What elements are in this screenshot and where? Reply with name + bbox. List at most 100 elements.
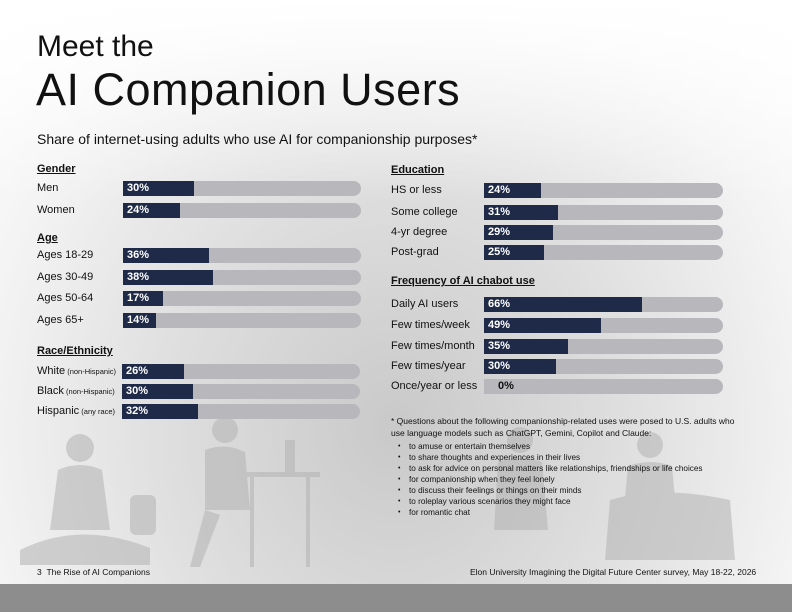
- bar-label-few-times-month: Few times/month: [391, 340, 475, 352]
- footnote-item: to roleplay various scenarios they might…: [398, 496, 703, 507]
- section-heading-frequency-of-ai-chabot-use: Frequency of AI chabot use: [391, 275, 535, 287]
- data-label-ages-65: 14%: [127, 314, 150, 326]
- bar-track-hispanic: 32%: [122, 404, 360, 419]
- footnote-list: to amuse or entertain themselvesto share…: [398, 441, 703, 518]
- footnote-item: to share thoughts and experiences in the…: [398, 452, 703, 463]
- bar-post-grad: [484, 245, 544, 260]
- footer-band: [0, 584, 792, 612]
- category-name: Some college: [391, 206, 458, 218]
- bar-label-ages-30-49: Ages 30-49: [37, 271, 93, 283]
- data-label-hispanic: 32%: [126, 405, 149, 417]
- bar-track-black: 30%: [122, 384, 360, 399]
- bar-white: [122, 364, 184, 379]
- bar-4-yr-degree: [484, 225, 554, 240]
- category-qualifier: (any race): [79, 407, 116, 416]
- data-label-ages-30-49: 38%: [127, 271, 150, 283]
- report-title: The Rise of AI Companions: [46, 567, 150, 577]
- bar-track-hs-or-less: 24%: [484, 183, 723, 198]
- bar-ages-50-64: [123, 291, 164, 306]
- bar-ages-18-29: [123, 248, 209, 263]
- category-name: Once/year or less: [391, 380, 478, 392]
- bar-track-some-college: 31%: [484, 205, 723, 220]
- bar-track-ages-30-49: 38%: [123, 270, 361, 285]
- bar-label-black: Black (non-Hispanic): [37, 385, 115, 397]
- category-name: HS or less: [391, 184, 442, 196]
- data-label-few-times-year: 30%: [488, 360, 511, 372]
- category-name: Ages 50-64: [37, 292, 94, 304]
- bar-hispanic: [122, 404, 199, 419]
- data-label-white: 26%: [126, 365, 149, 377]
- bar-label-daily-ai-users: Daily AI users: [391, 298, 458, 310]
- bar-label-some-college: Some college: [391, 206, 458, 218]
- category-qualifier: (non-Hispanic): [63, 387, 115, 396]
- bar-label-ages-18-29: Ages 18-29: [37, 249, 93, 261]
- bar-label-men: Men: [37, 182, 58, 194]
- bar-label-women: Women: [37, 204, 75, 216]
- bar-track-4-yr-degree: 29%: [484, 225, 723, 240]
- category-name: Men: [37, 182, 59, 194]
- footnote: * Questions about the following companio…: [391, 416, 735, 438]
- footnote-item: to amuse or entertain themselves: [398, 441, 703, 452]
- footnote-item: to ask for advice on personal matters li…: [398, 463, 703, 474]
- bar-label-hispanic: Hispanic (any race): [37, 405, 115, 417]
- data-label-few-times-month: 35%: [488, 340, 511, 352]
- bar-label-post-grad: Post-grad: [391, 246, 439, 258]
- footnote-item: for romantic chat: [398, 507, 703, 518]
- category-name: Post-grad: [391, 246, 439, 258]
- category-name: Few times/month: [391, 340, 475, 352]
- category-name: Ages 18-29: [37, 249, 94, 261]
- data-label-ages-50-64: 17%: [127, 292, 150, 304]
- bar-ages-65: [123, 313, 157, 328]
- bar-label-white: White (non-Hispanic): [37, 365, 116, 377]
- bar-track-few-times-month: 35%: [484, 339, 723, 354]
- section-heading-gender: Gender: [37, 163, 76, 175]
- data-label-men: 30%: [127, 182, 150, 194]
- bar-label-ages-65: Ages 65+: [37, 314, 84, 326]
- category-name: Daily AI users: [391, 298, 459, 310]
- category-qualifier: (non-Hispanic): [65, 367, 116, 376]
- category-name: 4-yr degree: [391, 226, 448, 238]
- page-number: 3: [37, 567, 42, 577]
- bar-men: [123, 181, 195, 196]
- bar-track-few-times-year: 30%: [484, 359, 723, 374]
- data-label-black: 30%: [126, 385, 149, 397]
- subtitle: Share of internet-using adults who use A…: [37, 131, 478, 147]
- footnote-item: for companionship when they feel lonely: [398, 474, 703, 485]
- category-name: Few times/week: [391, 319, 470, 331]
- bar-hs-or-less: [484, 183, 542, 198]
- category-name: Hispanic: [37, 405, 80, 417]
- bar-track-white: 26%: [122, 364, 360, 379]
- title-line-1: Meet the: [37, 30, 154, 63]
- bar-women: [123, 203, 181, 218]
- bar-some-college: [484, 205, 559, 220]
- footer-left: 3 The Rise of AI Companions: [37, 567, 150, 577]
- bar-track-men: 30%: [123, 181, 361, 196]
- bar-few-times-year: [484, 359, 556, 374]
- bar-track-post-grad: 25%: [484, 245, 723, 260]
- data-label-4-yr-degree: 29%: [488, 226, 511, 238]
- bar-track-ages-65: 14%: [123, 313, 361, 328]
- footnote-item: to discuss their feelings or things on t…: [398, 485, 703, 496]
- category-name: White: [37, 365, 66, 377]
- category-name: Ages 65+: [37, 314, 84, 326]
- bar-few-times-month: [484, 339, 568, 354]
- data-label-women: 24%: [127, 204, 150, 216]
- category-name: Black: [37, 385, 64, 397]
- category-name: Few times/year: [391, 360, 466, 372]
- bar-daily-ai-users: [484, 297, 642, 312]
- data-label-once-year-or-less: 0%: [498, 380, 514, 392]
- section-heading-age: Age: [37, 232, 58, 244]
- bar-track-few-times-week: 49%: [484, 318, 723, 333]
- section-heading-race-ethnicity: Race/Ethnicity: [37, 345, 113, 357]
- data-label-daily-ai-users: 66%: [488, 298, 511, 310]
- bar-few-times-week: [484, 318, 602, 333]
- bar-label-hs-or-less: HS or less: [391, 184, 442, 196]
- bar-track-ages-50-64: 17%: [123, 291, 361, 306]
- category-name: Ages 30-49: [37, 271, 94, 283]
- data-label-post-grad: 25%: [488, 246, 511, 258]
- bar-ages-30-49: [123, 270, 214, 285]
- bar-label-few-times-year: Few times/year: [391, 360, 466, 372]
- background-fade: [0, 0, 792, 200]
- bar-track-women: 24%: [123, 203, 361, 218]
- title-line-2: AI Companion Users: [36, 64, 461, 115]
